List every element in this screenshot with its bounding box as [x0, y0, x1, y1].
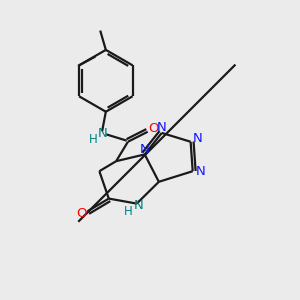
Text: N: N: [196, 165, 206, 178]
Text: N: N: [133, 199, 143, 212]
Text: H: H: [89, 134, 98, 146]
Text: H: H: [124, 205, 132, 218]
Text: O: O: [76, 207, 86, 220]
Text: N: N: [156, 121, 166, 134]
Text: N: N: [140, 142, 150, 156]
Text: N: N: [98, 127, 107, 140]
Text: O: O: [148, 122, 159, 135]
Text: N: N: [193, 132, 203, 145]
